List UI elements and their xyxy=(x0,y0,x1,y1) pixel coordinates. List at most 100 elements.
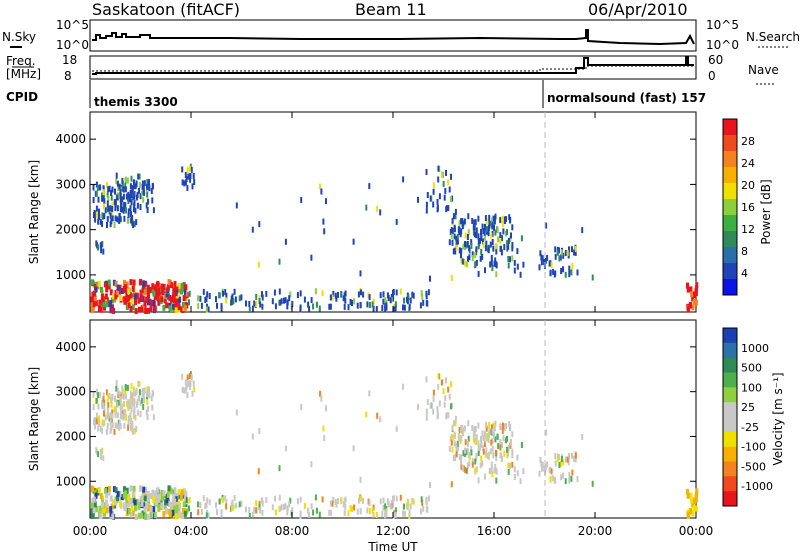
data-cell-522 xyxy=(382,497,385,504)
data-cell-722 xyxy=(468,451,471,458)
data-cell-467 xyxy=(152,506,155,513)
data-cell-645 xyxy=(443,401,446,408)
power-colorbar: 28 24 20 16 12 8 4 xyxy=(722,118,755,296)
data-cell-777 xyxy=(488,220,491,227)
data-cell-435 xyxy=(127,302,131,309)
data-cell-478 xyxy=(328,509,331,516)
data-cell-563 xyxy=(197,501,200,508)
data-cell-891 xyxy=(691,501,695,508)
data-cell-745 xyxy=(464,447,466,454)
data-cell-749 xyxy=(474,426,477,432)
data-cell-495 xyxy=(253,506,256,513)
data-cell-580 xyxy=(392,496,394,502)
data-cell-941 xyxy=(310,254,313,261)
data-cell-110 xyxy=(127,198,130,204)
data-cell-669 xyxy=(497,236,500,243)
data-cell-89 xyxy=(113,406,116,413)
data-cell-697 xyxy=(466,234,469,240)
data-cell-379 xyxy=(102,301,106,308)
data-cell-147 xyxy=(121,181,124,188)
data-cell-217 xyxy=(98,299,102,306)
data-cell-658 xyxy=(448,393,451,400)
data-cell-724 xyxy=(482,238,485,245)
data-cell-178 xyxy=(143,180,146,187)
data-cell-5 xyxy=(122,193,125,200)
data-cell-807 xyxy=(507,262,510,269)
data-cell-540 xyxy=(340,291,343,298)
x-axis-label: Time UT xyxy=(367,540,418,554)
data-cell-182 xyxy=(152,207,155,214)
power-ylabel: Slant Range [km] xyxy=(27,160,41,264)
data-cell-201 xyxy=(185,176,188,183)
data-cell-709 xyxy=(485,447,488,454)
data-cell-20 xyxy=(106,407,109,414)
data-cell-125 xyxy=(133,390,136,397)
data-cell-622 xyxy=(427,495,430,502)
x-tick-label-2: 08:00 xyxy=(275,524,310,538)
velocity-colorbar-swatch-5 xyxy=(723,402,737,418)
data-cell-30 xyxy=(119,216,122,223)
data-cell-616 xyxy=(288,501,291,508)
data-cell-683 xyxy=(463,425,466,432)
data-cell-677 xyxy=(484,245,487,252)
data-cell-118 xyxy=(131,220,134,226)
data-cell-424 xyxy=(147,299,150,306)
data-cell-384 xyxy=(103,487,107,494)
data-cell-52 xyxy=(130,406,133,413)
data-cell-330 xyxy=(177,489,181,496)
data-cell-809 xyxy=(465,261,468,268)
data-cell-788 xyxy=(477,238,480,245)
data-cell-83 xyxy=(106,428,108,435)
data-cell-425 xyxy=(182,508,185,514)
data-cell-69 xyxy=(118,399,121,406)
data-cell-473 xyxy=(92,507,96,514)
data-cell-503 xyxy=(245,506,247,513)
data-cell-208 xyxy=(100,247,103,254)
data-cell-395 xyxy=(114,293,118,300)
data-cell-187 xyxy=(151,404,154,411)
data-cell-395 xyxy=(114,499,118,506)
data-cell-351 xyxy=(140,512,144,519)
data-cell-782 xyxy=(482,448,485,455)
data-cell-425 xyxy=(182,301,185,308)
y-tick-label-2: 3000 xyxy=(55,177,86,191)
data-cell-771 xyxy=(490,232,493,239)
data-cell-214 xyxy=(97,451,100,458)
cpid-segment-1: themis 3300 xyxy=(94,95,178,109)
data-cell-804 xyxy=(506,229,508,236)
data-cell-35 xyxy=(92,404,95,411)
data-cell-667 xyxy=(477,422,480,429)
freq-panel-frame xyxy=(89,55,697,80)
data-cell-711 xyxy=(460,454,463,461)
data-cell-802 xyxy=(458,435,461,442)
data-cell-477 xyxy=(207,306,210,313)
data-cell-442 xyxy=(174,513,178,520)
data-cell-911 xyxy=(284,238,287,245)
data-cell-108 xyxy=(133,400,136,407)
x-tick-label-6: 00:00 xyxy=(679,524,714,538)
data-cell-77 xyxy=(102,189,105,196)
data-cell-539 xyxy=(347,304,350,311)
data-cell-75 xyxy=(110,194,113,201)
data-cell-931 xyxy=(591,480,594,487)
data-cell-514 xyxy=(255,301,258,308)
data-cell-151 xyxy=(140,397,143,404)
data-cell-157 xyxy=(146,207,149,213)
data-cell-109 xyxy=(97,196,100,203)
data-cell-225 xyxy=(107,489,111,496)
data-cell-291 xyxy=(125,297,129,304)
data-cell-115 xyxy=(118,419,121,426)
data-cell-915 xyxy=(258,221,261,228)
data-cell-474 xyxy=(127,494,131,501)
data-cell-595 xyxy=(259,507,262,514)
data-cell-928 xyxy=(322,425,325,432)
data-cell-127 xyxy=(129,183,132,190)
data-cell-879 xyxy=(558,247,560,254)
data-cell-68 xyxy=(133,221,136,228)
data-cell-693 xyxy=(456,233,459,240)
data-cell-581 xyxy=(261,294,264,301)
data-cell-713 xyxy=(458,427,461,433)
data-cell-929 xyxy=(379,209,382,216)
data-cell-937 xyxy=(257,468,260,475)
data-cell-590 xyxy=(289,497,292,504)
